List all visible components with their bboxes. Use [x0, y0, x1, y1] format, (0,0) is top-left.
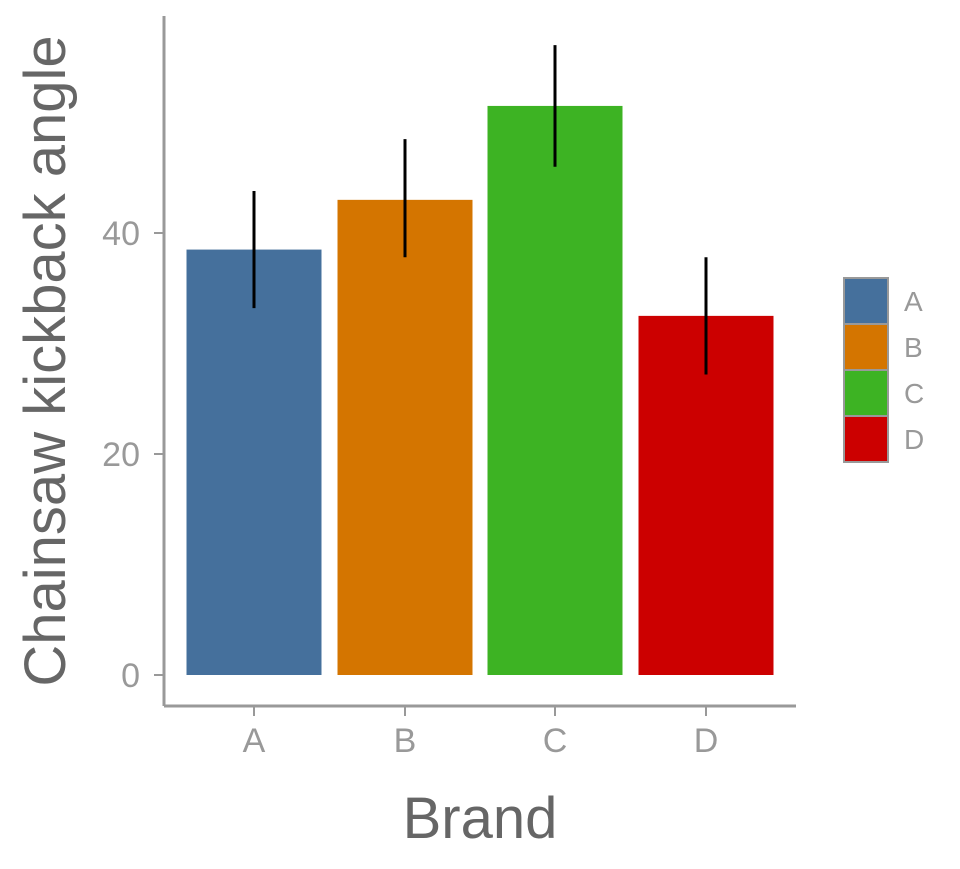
bar-b	[337, 199, 473, 675]
x-axis-title: Brand	[403, 786, 558, 851]
x-tick-label-d: D	[694, 722, 719, 760]
legend-key-d	[843, 415, 889, 463]
legend-key-a	[843, 277, 889, 325]
y-ticks-layer: 0 20 40	[102, 215, 164, 695]
legend-key-b	[843, 323, 889, 371]
y-tick-label-0: 0	[121, 657, 140, 695]
legend-key-c	[843, 369, 889, 417]
error-bars-layer	[252, 45, 708, 375]
axes-layer	[162, 16, 796, 708]
legend-label-a: A	[904, 286, 923, 317]
x-tick-label-a: A	[243, 722, 266, 760]
bar-a	[186, 249, 322, 675]
legend-label-b: B	[904, 332, 923, 363]
y-tick-label-20: 20	[102, 436, 140, 474]
legend-label-d: D	[904, 424, 924, 455]
bars-layer	[186, 105, 774, 676]
bar-c	[487, 105, 623, 676]
y-tick-label-40: 40	[102, 215, 140, 253]
x-tick-label-b: B	[394, 722, 417, 760]
y-axis-title: Chainsaw kickback angle	[13, 35, 78, 686]
legend-label-c: C	[904, 378, 924, 409]
bar-d	[638, 315, 774, 675]
x-tick-label-c: C	[543, 722, 568, 760]
x-ticks-layer: A B C D	[243, 706, 719, 760]
